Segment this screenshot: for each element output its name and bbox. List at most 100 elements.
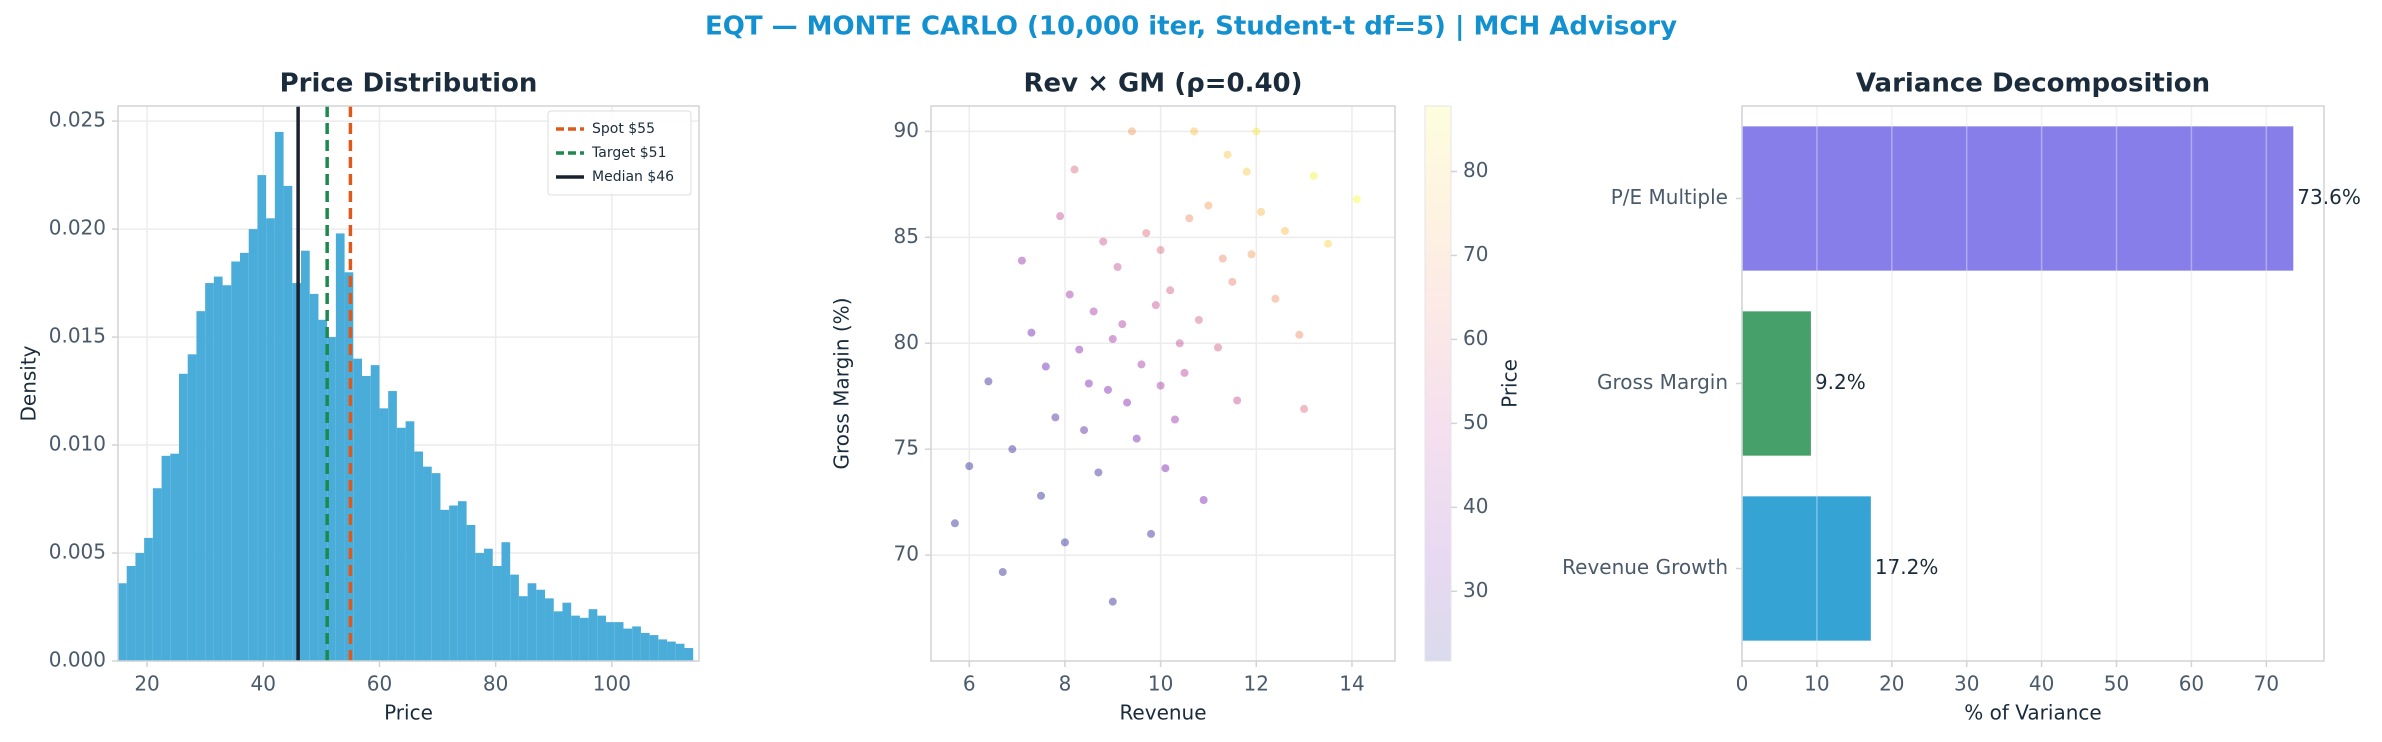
histogram-bar [274, 131, 284, 661]
histogram-bar [257, 175, 267, 662]
x-tick-label: 60 [367, 672, 392, 696]
panel-title: Price Distribution [280, 69, 538, 99]
scatter-point [984, 377, 993, 386]
scatter-point [1147, 529, 1156, 538]
histogram-bar [667, 641, 676, 661]
x-tick-label: 40 [2029, 672, 2054, 696]
scatter-point [1352, 195, 1361, 204]
scatter-point [1175, 339, 1184, 348]
bars [1742, 126, 2294, 641]
histogram-bar [248, 229, 258, 661]
scatter-point [1228, 277, 1237, 286]
histogram-bar [492, 565, 502, 661]
scatter-point [1075, 345, 1084, 354]
histogram-bar [231, 261, 241, 661]
histogram-bar [396, 427, 406, 661]
y-axis-label: Gross Margin (%) [830, 298, 854, 470]
scatter-point [1204, 201, 1213, 210]
histogram-bar [301, 250, 310, 661]
y-tick-label: 85 [894, 224, 919, 248]
y-tick-label: 0.015 [49, 324, 106, 348]
scatter-point [1180, 368, 1189, 377]
histogram-bar [606, 622, 615, 661]
value-label: 73.6% [2297, 185, 2361, 209]
axes-frame [930, 105, 1396, 662]
scatter-point [1041, 362, 1050, 371]
scatter-point [1070, 165, 1079, 174]
scatter-point [1190, 127, 1199, 136]
histogram-bar [640, 632, 650, 661]
x-tick-label: 8 [1059, 672, 1072, 696]
x-tick-label: 10 [1148, 672, 1173, 696]
x-tick-label: 6 [963, 672, 976, 696]
histogram-bar [579, 617, 589, 661]
colorbar-tick-label: 60 [1463, 326, 1488, 350]
histogram-bar [510, 574, 519, 661]
points [950, 127, 1361, 606]
y-tick-label: 0.010 [49, 432, 106, 456]
x-tick-label: 20 [1879, 672, 1904, 696]
histogram-bar [187, 354, 197, 661]
scatter-point [950, 519, 959, 528]
histogram-bar [449, 505, 458, 661]
histogram-bar [266, 218, 275, 661]
histogram-bar [135, 553, 145, 661]
scatter-point [1166, 286, 1175, 295]
x-axis-label: % of Variance [1964, 701, 2101, 725]
histogram-bar [614, 622, 624, 661]
histogram-bar [222, 285, 232, 661]
histogram-bar [562, 602, 572, 661]
scatter-point [1051, 413, 1060, 422]
scatter-point [1108, 597, 1117, 606]
x-tick-label: 80 [483, 672, 508, 696]
scatter-point [1223, 150, 1232, 159]
histogram-bar [144, 537, 153, 661]
histogram-bar [518, 596, 528, 661]
histogram-bar [484, 548, 493, 661]
x-axis-label: Revenue [1119, 701, 1206, 725]
y-axis-label: Density [17, 345, 41, 421]
x-tick-label: 70 [2254, 672, 2279, 696]
histogram-bar [623, 628, 633, 661]
scatter-point [1242, 167, 1251, 176]
y-tick-label: 90 [894, 118, 919, 142]
y-tick-label: 75 [894, 436, 919, 460]
x-tick-label: 40 [251, 672, 276, 696]
y-tick-label: P/E Multiple [1611, 185, 1728, 209]
x-tick-label: 60 [2179, 672, 2204, 696]
x-axis-label: Price [384, 701, 433, 725]
scatter-point [1199, 496, 1208, 505]
y-tick-label: 0.000 [49, 648, 106, 672]
colorbar-tick-label: 50 [1463, 410, 1488, 434]
histogram-bar [545, 598, 554, 661]
scatter-point [1280, 226, 1289, 235]
histogram-bar [649, 635, 659, 661]
histogram-bar [362, 375, 371, 661]
panel-title: Variance Decomposition [1856, 69, 2210, 99]
scatter-point [1194, 315, 1203, 324]
colorbar-label: Price [1498, 359, 1522, 408]
colorbar-tick-label: 30 [1463, 578, 1488, 602]
histogram-bar [597, 615, 607, 661]
histogram-bar [684, 648, 694, 661]
scatter-point [1084, 379, 1093, 388]
colorbar-tick-label: 80 [1463, 158, 1488, 182]
scatter-point [1271, 294, 1280, 303]
histogram-bar [475, 553, 485, 661]
scatter-point [1027, 328, 1036, 337]
scatter-point [1156, 381, 1165, 390]
scatter-point [1185, 214, 1194, 223]
scatter-point [1080, 426, 1089, 435]
histogram-bar [440, 509, 450, 661]
histogram-bar [170, 453, 180, 661]
scatter-point [965, 462, 974, 471]
scatter-point [1151, 301, 1160, 310]
histogram-bar [240, 252, 249, 661]
histogram-bar [335, 233, 345, 661]
scatter-point [1103, 385, 1112, 394]
axes-frame [1741, 105, 2325, 662]
legend-label: Median $46 [592, 169, 674, 185]
histogram-bar [501, 542, 511, 661]
